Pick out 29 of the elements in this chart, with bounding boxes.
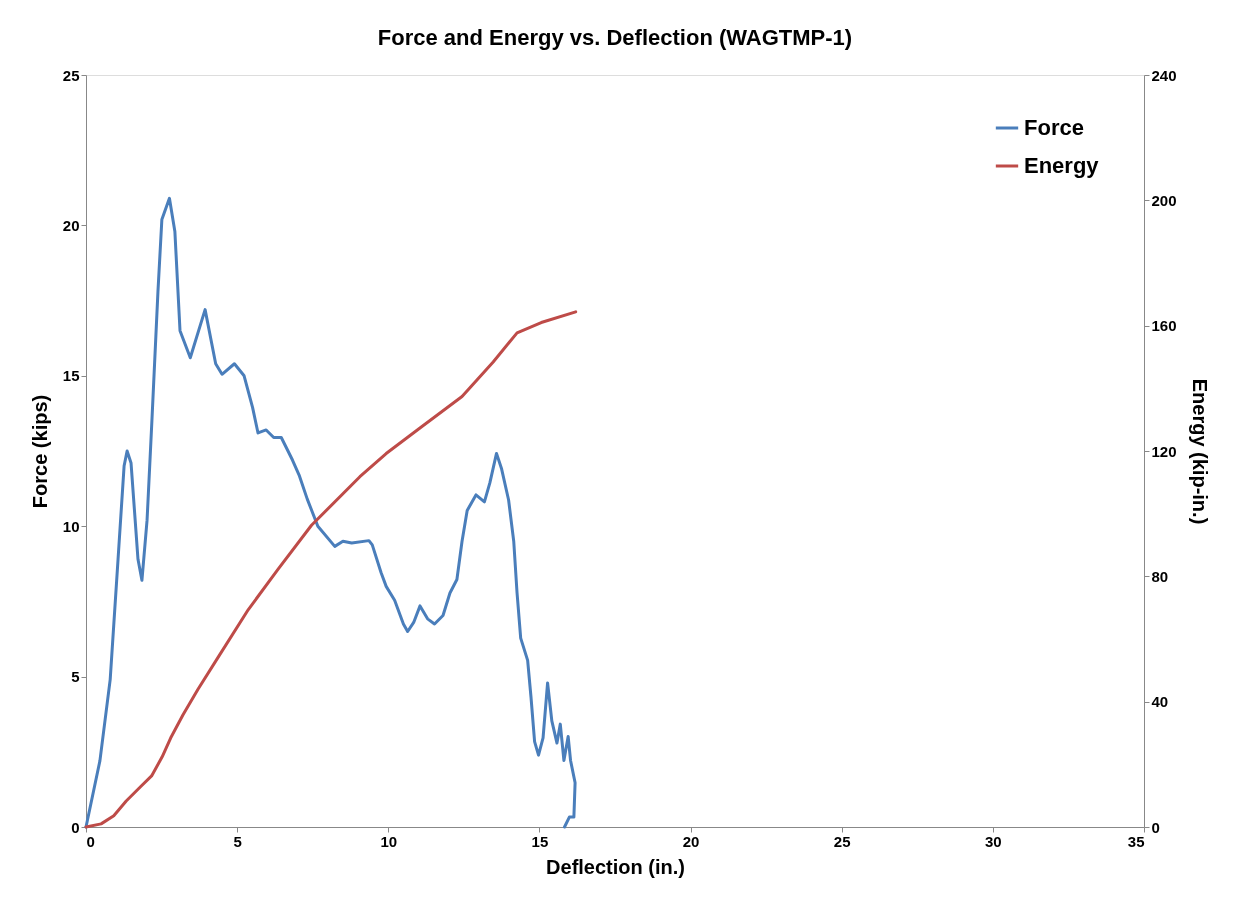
x-tick-label: 20	[682, 832, 700, 850]
line-series	[84, 196, 577, 829]
y-tick-label: 5	[71, 668, 80, 686]
y2-tick-label: 40	[1151, 693, 1169, 711]
x-tick-label: 5	[233, 832, 242, 850]
y2-tick-label: 120	[1151, 442, 1177, 460]
y-tick-label: 20	[62, 216, 80, 234]
legend-label: Energy	[1024, 153, 1100, 178]
y2-tick-label: 160	[1151, 317, 1177, 335]
y-tick-label: 15	[62, 367, 80, 385]
x-axis-title: Deflection (in.)	[546, 855, 685, 878]
y2-tick-label: 240	[1151, 66, 1177, 84]
y-tick-label: 25	[62, 66, 80, 84]
chart-title: Force and Energy vs. Deflection (WAGTMP-1)	[377, 25, 853, 50]
y2-tick-label: 200	[1151, 191, 1177, 209]
y2-tick-label: 80	[1151, 567, 1169, 585]
x-tick-label: 35	[1127, 832, 1145, 850]
line-series	[84, 310, 578, 829]
legend-label: Force	[1024, 115, 1084, 140]
y2-tick-label: 0	[1151, 818, 1160, 836]
x-tick-label: 15	[531, 832, 549, 850]
y-axis-title: Force (kips)	[28, 394, 51, 509]
x-tick-label: 25	[833, 832, 851, 850]
y-tick-label: 10	[62, 517, 80, 535]
y2-axis-title: Energy (kip-in.)	[1188, 378, 1211, 525]
x-tick-label: 10	[380, 832, 398, 850]
y-tick-label: 0	[71, 818, 80, 836]
x-tick-label: 0	[86, 832, 95, 850]
x-tick-label: 30	[985, 832, 1002, 850]
